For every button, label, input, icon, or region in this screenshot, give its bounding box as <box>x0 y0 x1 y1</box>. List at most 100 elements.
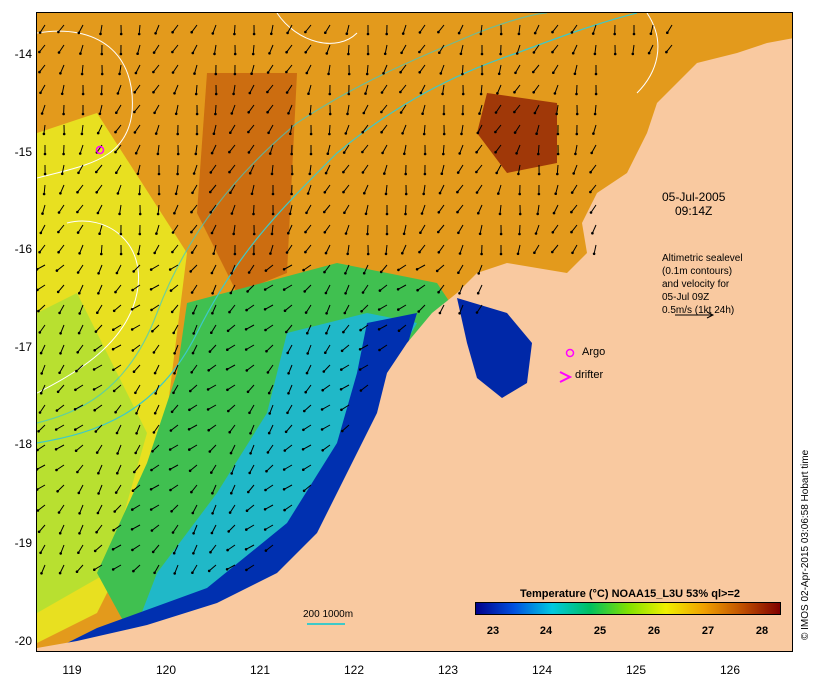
velocity-arrow-head <box>437 251 441 254</box>
observation-date: 05-Jul-2005 <box>662 190 726 204</box>
velocity-arrow-head <box>190 210 193 214</box>
velocity-arrow-head <box>38 250 41 254</box>
map-panel[interactable] <box>36 12 793 652</box>
velocity-arrow-head <box>290 152 293 156</box>
velocity-arrow-head <box>62 112 65 116</box>
velocity-arrow-head <box>228 310 231 314</box>
velocity-arrow-head <box>152 351 156 354</box>
velocity-arrow <box>116 264 122 274</box>
velocity-arrow <box>150 504 160 510</box>
velocity-arrow <box>211 304 217 314</box>
velocity-arrow-head <box>97 492 100 495</box>
velocity-arrow-head <box>458 312 461 315</box>
velocity-arrow-head <box>207 369 210 372</box>
velocity-arrow-head <box>131 548 134 552</box>
velocity-arrow <box>287 224 293 234</box>
velocity-arrow-head <box>92 388 96 391</box>
velocity-arrow <box>77 544 84 553</box>
velocity-arrow <box>423 124 426 135</box>
velocity-arrow <box>100 24 103 34</box>
velocity-arrow-head <box>418 71 422 74</box>
velocity-arrow-head <box>97 292 100 295</box>
velocity-arrow <box>229 164 236 173</box>
velocity-arrow <box>97 124 103 134</box>
velocity-arrow <box>94 544 103 552</box>
velocity-arrow-head <box>290 192 293 196</box>
colorbar-tick: 24 <box>539 625 553 637</box>
velocity-arrow-head <box>56 390 60 394</box>
velocity-arrow <box>366 64 369 75</box>
velocity-arrow-head <box>266 71 270 74</box>
velocity-arrow-head <box>211 311 214 315</box>
velocity-arrow <box>227 324 236 332</box>
velocity-arrow <box>192 344 198 354</box>
velocity-arrow-head <box>264 549 268 552</box>
velocity-arrow-head <box>37 530 41 534</box>
velocity-arrow-head <box>115 171 118 174</box>
velocity-arrow-head <box>39 351 43 355</box>
velocity-arrow <box>210 324 217 333</box>
velocity-arrow-head <box>591 32 595 35</box>
velocity-arrow <box>422 104 426 114</box>
velocity-arrow <box>533 44 540 53</box>
velocity-arrow-head <box>459 52 463 56</box>
velocity-arrow-head <box>245 509 249 512</box>
velocity-arrow-head <box>77 331 81 335</box>
velocity-arrow <box>398 304 407 311</box>
velocity-arrow <box>248 104 255 113</box>
velocity-arrow <box>516 144 521 154</box>
velocity-arrow-head <box>247 111 250 114</box>
velocity-arrow-head <box>269 252 272 255</box>
velocity-arrow <box>115 404 122 413</box>
velocity-arrow <box>231 104 236 114</box>
velocity-arrow-head <box>343 211 346 214</box>
velocity-arrow <box>98 484 103 494</box>
velocity-arrow <box>321 424 331 430</box>
velocity-arrow-head <box>326 152 330 155</box>
velocity-arrow <box>284 304 293 312</box>
velocity-arrow <box>552 224 559 233</box>
velocity-arrow-head <box>362 271 366 275</box>
velocity-arrow <box>478 264 483 274</box>
velocity-arrow <box>572 244 578 254</box>
velocity-arrow <box>170 284 179 291</box>
velocity-arrow-head <box>39 551 42 555</box>
velocity-arrow-head <box>244 548 248 551</box>
velocity-arrow <box>245 544 255 550</box>
velocity-arrow <box>288 104 293 114</box>
velocity-arrow-head <box>37 509 40 512</box>
lon-label: 123 <box>437 663 459 677</box>
velocity-arrow-head <box>78 291 81 295</box>
velocity-arrow-head <box>513 110 516 114</box>
velocity-arrow <box>81 64 84 75</box>
velocity-arrow <box>227 384 236 391</box>
velocity-arrow <box>230 444 236 454</box>
velocity-arrow-head <box>229 291 233 295</box>
velocity-arrow <box>398 264 407 271</box>
velocity-arrow-head <box>385 212 389 216</box>
velocity-arrow-head <box>423 172 427 176</box>
velocity-arrow <box>211 224 217 234</box>
velocity-arrow-head <box>532 51 536 54</box>
velocity-arrow-head <box>76 231 80 234</box>
velocity-arrow-head <box>250 72 253 75</box>
velocity-arrow-head <box>245 308 248 312</box>
velocity-arrow <box>75 384 84 391</box>
velocity-arrow <box>269 44 274 54</box>
velocity-arrow <box>305 224 312 233</box>
velocity-arrow-head <box>494 111 498 114</box>
velocity-arrow <box>249 164 255 174</box>
scale-arrowhead <box>706 311 715 319</box>
velocity-arrow-head <box>171 50 174 54</box>
velocity-arrow <box>209 344 217 352</box>
velocity-arrow-head <box>570 230 573 234</box>
velocity-arrow-head <box>342 190 345 194</box>
velocity-arrow <box>441 164 445 174</box>
velocity-arrow <box>416 264 426 270</box>
velocity-arrow-head <box>304 51 308 54</box>
velocity-arrow-head <box>151 329 154 333</box>
velocity-arrow <box>419 64 426 73</box>
velocity-arrow-head <box>169 488 172 492</box>
velocity-arrow <box>154 564 160 574</box>
velocity-arrow-head <box>304 311 308 314</box>
